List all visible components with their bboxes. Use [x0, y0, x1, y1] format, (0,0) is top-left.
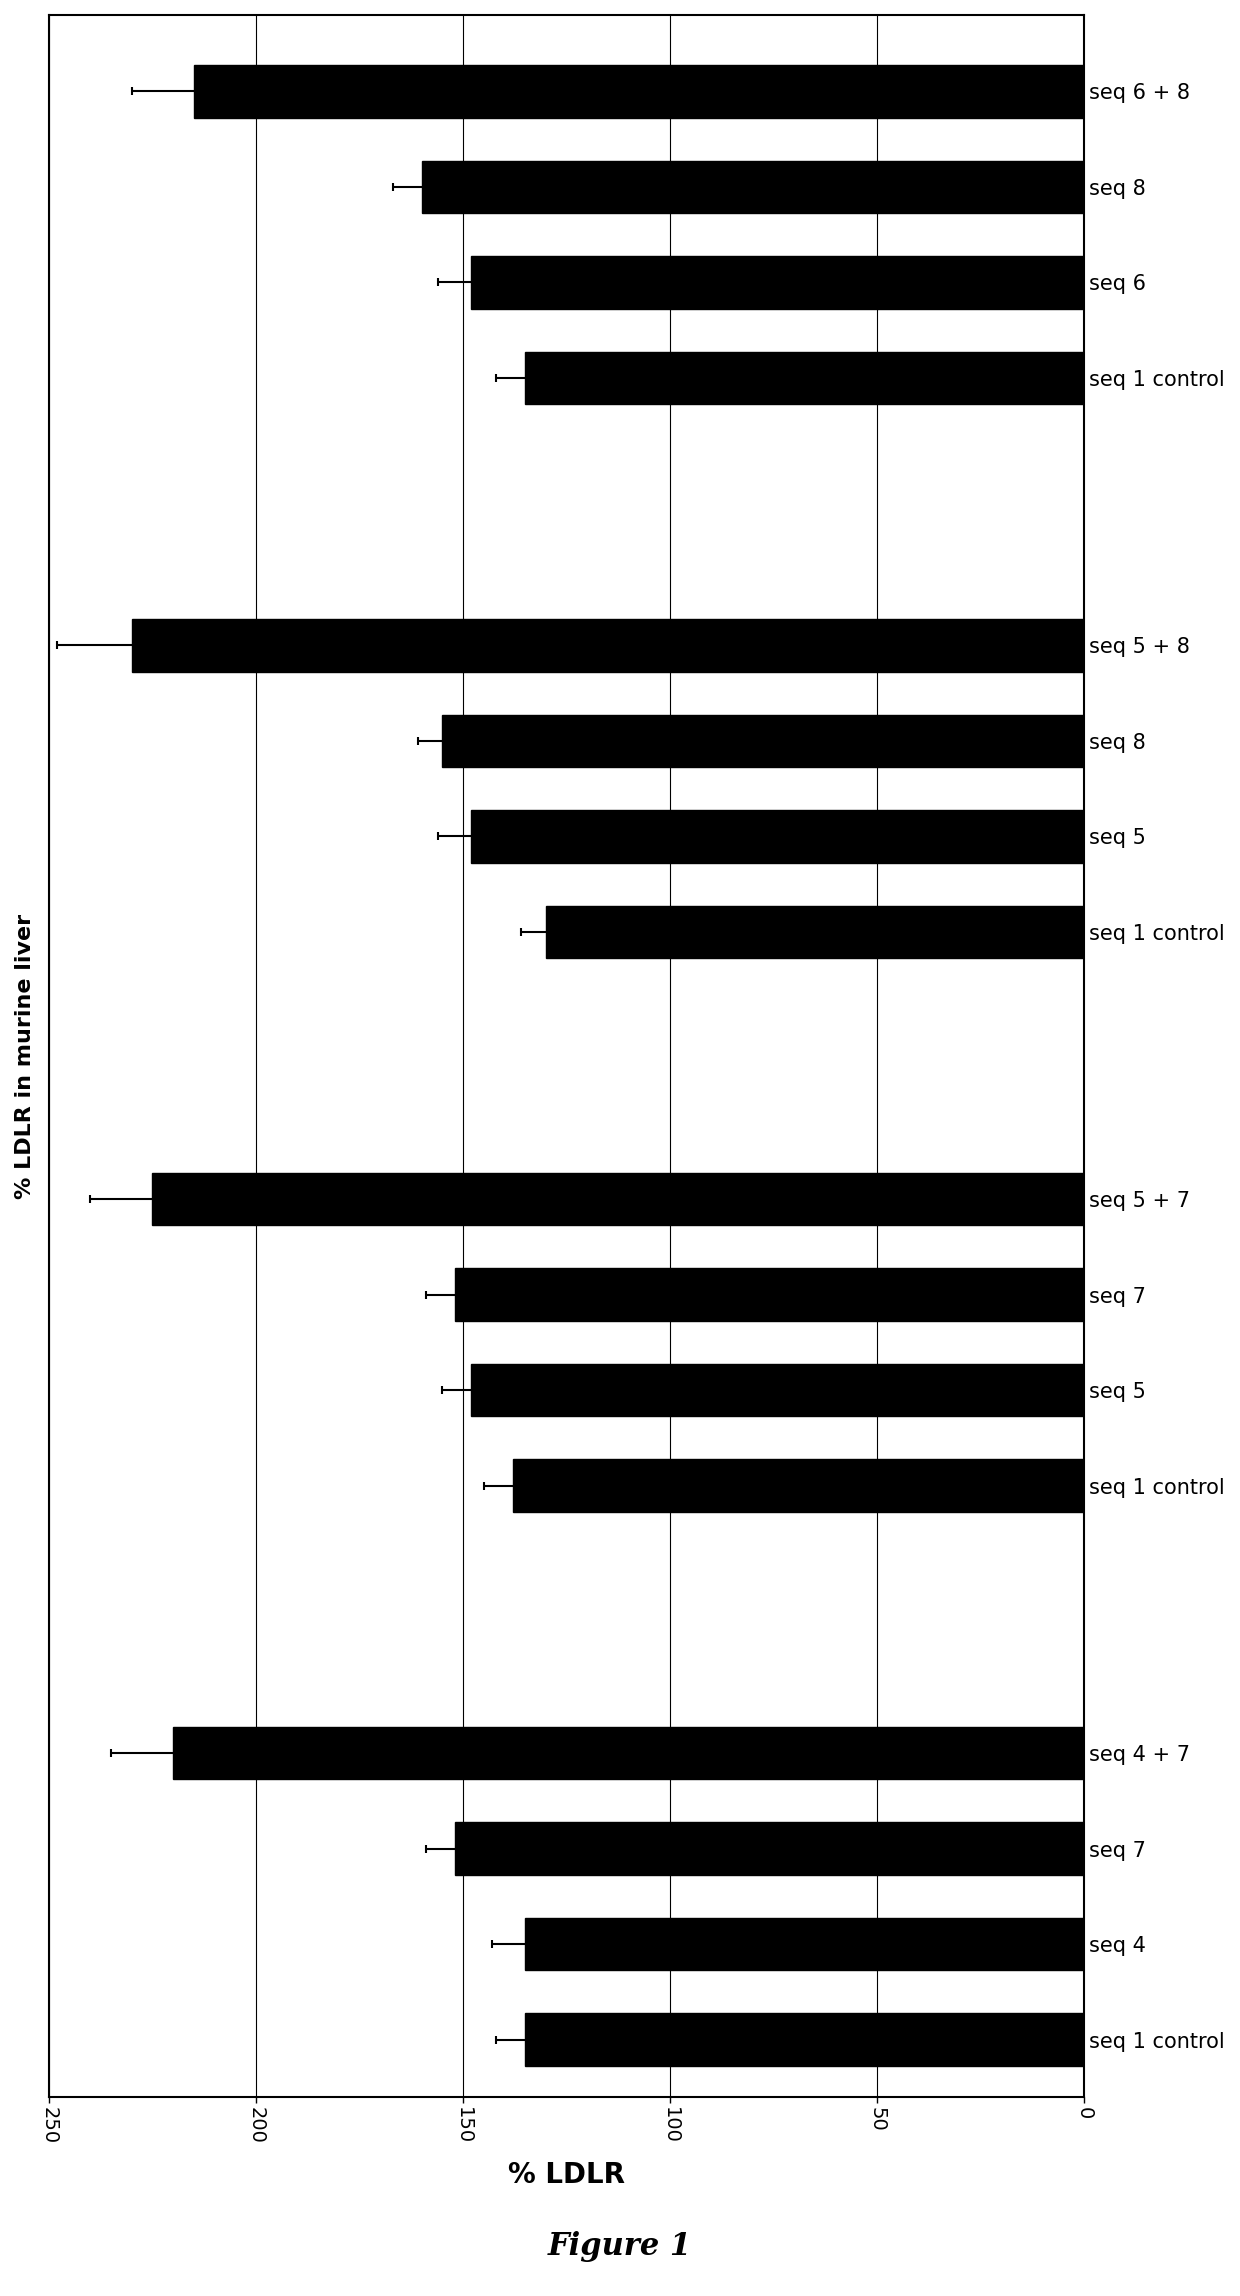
Bar	[526, 1917, 1085, 1970]
Bar	[455, 1267, 1085, 1320]
Bar	[526, 2014, 1085, 2066]
Bar	[471, 257, 1085, 308]
Bar	[131, 620, 1085, 670]
Bar	[513, 1460, 1085, 1513]
Bar	[526, 351, 1085, 404]
Bar	[174, 1727, 1085, 1779]
Y-axis label: % LDLR in murine liver: % LDLR in murine liver	[15, 914, 35, 1199]
Bar	[471, 1364, 1085, 1417]
Bar	[471, 810, 1085, 863]
Bar	[193, 64, 1085, 117]
Bar	[443, 714, 1085, 767]
Bar	[546, 905, 1085, 957]
Bar	[422, 161, 1085, 214]
Bar	[153, 1173, 1085, 1226]
X-axis label: % LDLR: % LDLR	[508, 2161, 625, 2188]
Bar	[455, 1823, 1085, 1876]
Text: Figure 1: Figure 1	[548, 2229, 692, 2262]
